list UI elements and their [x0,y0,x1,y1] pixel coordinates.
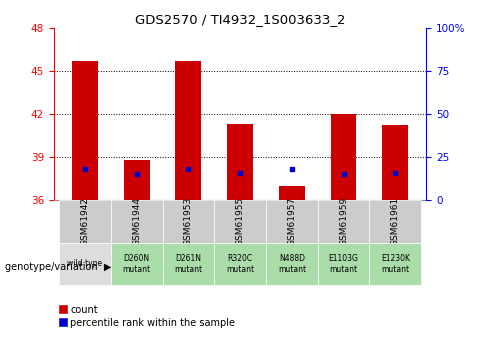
Bar [111,243,163,285]
Bar [331,114,357,200]
Bar [266,243,318,285]
Bar [123,160,149,200]
Text: genotype/variation  ▶: genotype/variation ▶ [5,263,111,272]
Text: GSM61942: GSM61942 [80,197,90,246]
Bar [318,200,369,243]
Bar [369,200,421,243]
Bar [318,243,369,285]
Text: wild type: wild type [67,259,102,268]
Text: GSM61961: GSM61961 [391,197,400,246]
Legend: count, percentile rank within the sample: count, percentile rank within the sample [59,305,235,328]
Text: D260N
mutant: D260N mutant [122,254,151,274]
Text: N488D
mutant: N488D mutant [278,254,306,274]
Text: R320C
mutant: R320C mutant [226,254,254,274]
Text: E1103G
mutant: E1103G mutant [329,254,359,274]
Text: D261N
mutant: D261N mutant [174,254,202,274]
Bar [266,200,318,243]
Text: GSM61953: GSM61953 [184,197,193,246]
Bar [382,125,408,200]
Text: E1230K
mutant: E1230K mutant [381,254,410,274]
Title: GDS2570 / TI4932_1S003633_2: GDS2570 / TI4932_1S003633_2 [135,13,345,27]
Bar [163,243,214,285]
Bar [279,186,305,200]
Bar [163,200,214,243]
Bar [214,243,266,285]
Text: GSM61955: GSM61955 [236,197,245,246]
Bar [111,200,163,243]
Bar [59,200,111,243]
Bar [227,124,253,200]
Bar [175,61,201,200]
Text: GSM61959: GSM61959 [339,197,348,246]
Bar [214,200,266,243]
Bar [59,243,111,285]
Text: GSM61944: GSM61944 [132,197,141,246]
Bar [369,243,421,285]
Bar [72,61,98,200]
Text: GSM61957: GSM61957 [287,197,296,246]
